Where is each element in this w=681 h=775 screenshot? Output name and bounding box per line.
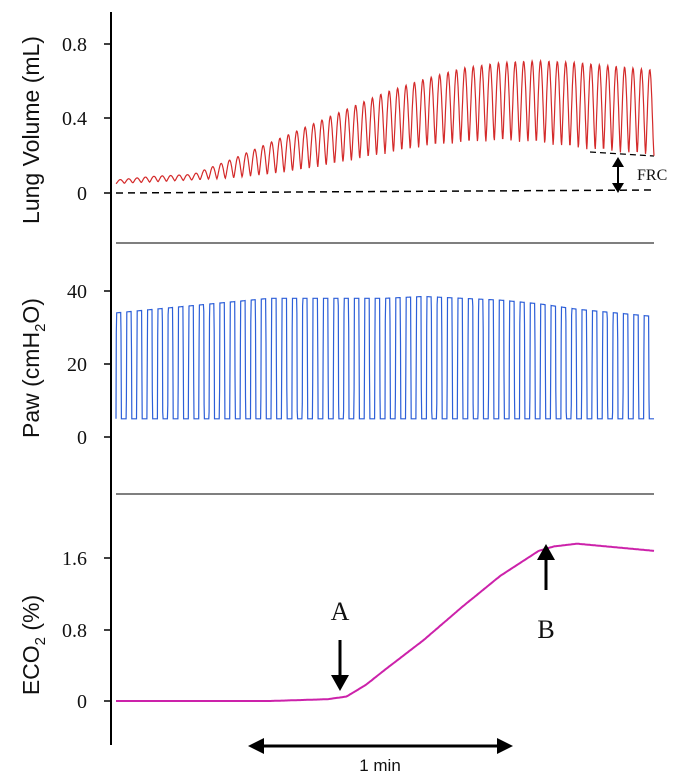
frc-arrow-head <box>612 157 624 167</box>
baseline-dashed <box>115 189 655 194</box>
eco2-panel: 1.6 0.8 0 ECO2 (%) A B <box>18 542 655 713</box>
tick-label: 0 <box>77 691 87 713</box>
y-axis-label: Lung Volume (mL) <box>18 36 44 224</box>
tick-label: 0.4 <box>62 108 87 130</box>
scale-bar-arrow-left <box>248 738 264 754</box>
tick-label: 0.8 <box>62 620 87 642</box>
tick-label: 0 <box>77 427 87 449</box>
tick-label: 40 <box>67 281 87 303</box>
marker-a-label: A <box>331 597 350 626</box>
scale-bar-label: 1 min <box>359 756 401 775</box>
frc-label: FRC <box>637 167 667 184</box>
marker-b-arrow-head <box>537 544 555 560</box>
frc-arrow-head <box>612 183 624 193</box>
tick-label: 20 <box>67 354 87 376</box>
lung-volume-panel: 0.8 0.4 0 Lung Volume (mL) FRC <box>18 34 667 224</box>
time-scale-bar: 1 min <box>248 738 513 775</box>
scale-bar-arrow-right <box>497 738 513 754</box>
tick-label: 0 <box>77 183 87 205</box>
tick-label: 1.6 <box>62 548 87 570</box>
y-axis-label: Paw (cmH2O) <box>18 298 49 438</box>
marker-a-arrow-head <box>331 675 349 691</box>
eco2-series <box>116 542 655 702</box>
paw-panel: 40 20 0 Paw (cmH2O) <box>18 281 654 449</box>
marker-b-label: B <box>537 615 554 644</box>
lung-volume-series <box>115 58 655 185</box>
frc-dashed <box>589 151 655 157</box>
tick-label: 0.8 <box>62 34 87 56</box>
paw-series <box>115 295 654 420</box>
y-axis-label: ECO2 (%) <box>18 595 49 695</box>
